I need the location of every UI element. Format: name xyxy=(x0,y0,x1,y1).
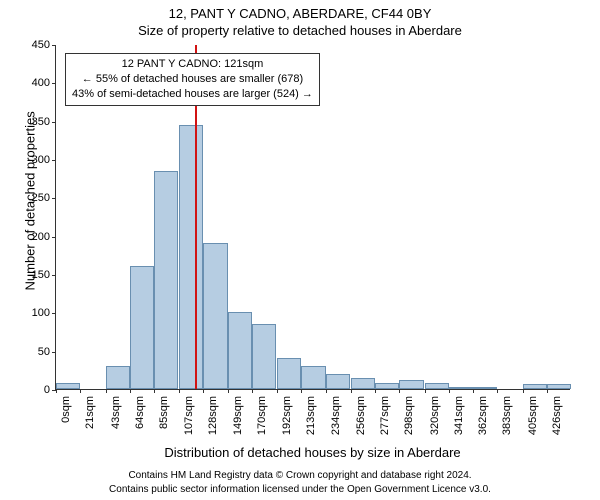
histogram-bar xyxy=(523,384,547,389)
x-tick-mark xyxy=(203,389,204,393)
histogram-bar xyxy=(106,366,130,389)
histogram-bar xyxy=(301,366,325,389)
x-tick-label: 320sqm xyxy=(429,396,441,435)
x-tick-label: 362sqm xyxy=(477,396,489,435)
x-tick-label: 85sqm xyxy=(158,396,170,429)
x-tick-mark xyxy=(130,389,131,393)
chart-container: { "title_main": "12, PANT Y CADNO, ABERD… xyxy=(0,0,600,500)
chart-title-sub: Size of property relative to detached ho… xyxy=(0,21,600,38)
x-tick-mark xyxy=(326,389,327,393)
x-tick-label: 192sqm xyxy=(281,396,293,435)
histogram-bar xyxy=(425,383,449,389)
x-tick-label: 383sqm xyxy=(501,396,513,435)
y-tick-mark xyxy=(52,237,56,238)
x-tick-mark xyxy=(179,389,180,393)
x-tick-mark xyxy=(497,389,498,393)
x-tick-label: 107sqm xyxy=(183,396,195,435)
y-tick-mark xyxy=(52,45,56,46)
x-tick-label: 256sqm xyxy=(355,396,367,435)
x-tick-label: 298sqm xyxy=(403,396,415,435)
histogram-bar xyxy=(179,125,203,390)
y-tick-mark xyxy=(52,352,56,353)
histogram-bar xyxy=(351,378,375,390)
y-axis-label: Number of detached properties xyxy=(23,140,38,290)
x-tick-mark xyxy=(56,389,57,393)
histogram-bar xyxy=(252,324,276,389)
x-tick-mark xyxy=(351,389,352,393)
x-tick-mark xyxy=(399,389,400,393)
x-tick-label: 43sqm xyxy=(110,396,122,429)
histogram-bar xyxy=(326,374,350,389)
histogram-bar xyxy=(56,383,80,389)
x-tick-mark xyxy=(228,389,229,393)
x-tick-label: 213sqm xyxy=(305,396,317,435)
x-tick-label: 149sqm xyxy=(232,396,244,435)
x-tick-label: 405sqm xyxy=(527,396,539,435)
copyright-notice: Contains HM Land Registry data © Crown c… xyxy=(0,469,600,496)
copyright-line-2: Contains public sector information licen… xyxy=(0,483,600,497)
x-tick-mark xyxy=(154,389,155,393)
x-tick-mark xyxy=(425,389,426,393)
x-tick-mark xyxy=(375,389,376,393)
x-tick-mark xyxy=(80,389,81,393)
histogram-bar xyxy=(547,384,571,389)
y-tick-mark xyxy=(52,83,56,84)
y-tick-mark xyxy=(52,275,56,276)
x-tick-label: 277sqm xyxy=(379,396,391,435)
annotation-line-3: 43% of semi-detached houses are larger (… xyxy=(72,87,313,102)
x-tick-label: 64sqm xyxy=(134,396,146,429)
histogram-bar xyxy=(399,380,423,389)
histogram-bar xyxy=(375,383,399,389)
x-tick-mark xyxy=(301,389,302,393)
x-tick-mark xyxy=(106,389,107,393)
x-tick-mark xyxy=(449,389,450,393)
y-tick-mark xyxy=(52,198,56,199)
x-tick-label: 0sqm xyxy=(60,396,72,423)
y-tick-mark xyxy=(52,160,56,161)
copyright-line-1: Contains HM Land Registry data © Crown c… xyxy=(0,469,600,483)
annotation-line-1: 12 PANT Y CADNO: 121sqm xyxy=(72,57,313,72)
histogram-bar xyxy=(130,266,154,389)
x-tick-mark xyxy=(277,389,278,393)
x-tick-label: 341sqm xyxy=(453,396,465,435)
chart-title-main: 12, PANT Y CADNO, ABERDARE, CF44 0BY xyxy=(0,0,600,21)
y-tick-mark xyxy=(52,122,56,123)
x-tick-mark xyxy=(523,389,524,393)
histogram-bar xyxy=(228,312,252,389)
x-tick-mark xyxy=(252,389,253,393)
histogram-bar xyxy=(203,243,227,389)
annotation-line-2: ← 55% of detached houses are smaller (67… xyxy=(72,72,313,87)
annotation-box: 12 PANT Y CADNO: 121sqm ← 55% of detache… xyxy=(65,53,320,106)
x-tick-mark xyxy=(473,389,474,393)
y-tick-mark xyxy=(52,313,56,314)
histogram-bar xyxy=(277,358,301,389)
x-tick-label: 21sqm xyxy=(84,396,96,429)
x-axis-label: Distribution of detached houses by size … xyxy=(55,445,570,460)
x-tick-mark xyxy=(547,389,548,393)
histogram-bar xyxy=(473,387,497,389)
histogram-bar xyxy=(449,387,473,389)
histogram-bar xyxy=(154,171,178,390)
x-tick-label: 128sqm xyxy=(207,396,219,435)
x-tick-label: 426sqm xyxy=(551,396,563,435)
x-tick-label: 234sqm xyxy=(330,396,342,435)
x-tick-label: 170sqm xyxy=(256,396,268,435)
